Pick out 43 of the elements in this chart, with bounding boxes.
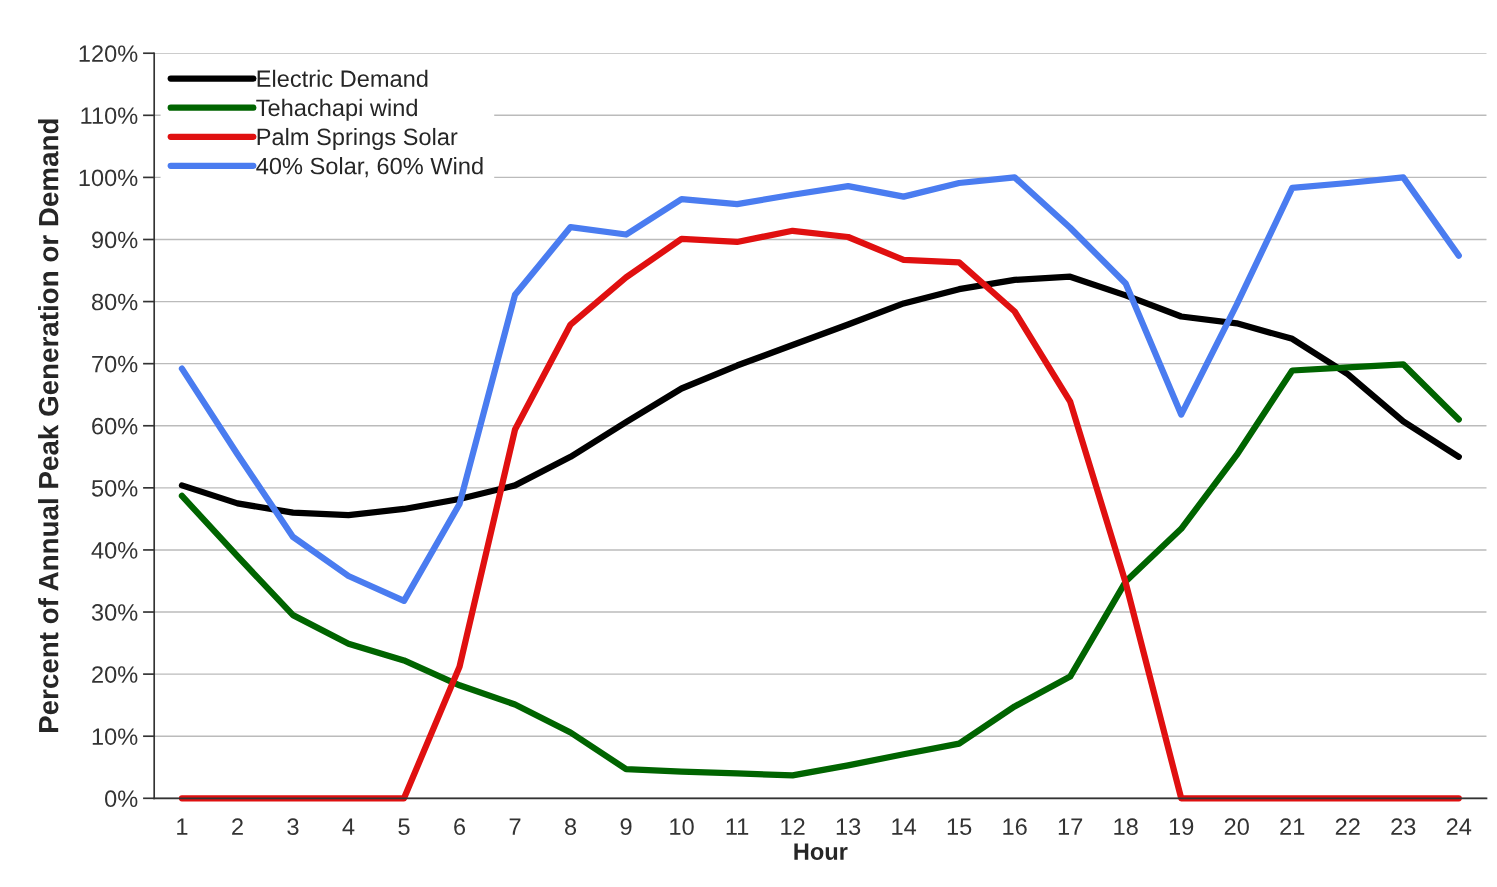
- x-tick-label: 16: [1003, 818, 1027, 836]
- x-tick-label: 22: [1335, 818, 1360, 835]
- legend-label: Electric Demand: [257, 69, 428, 88]
- x-tick-label: 21: [1280, 818, 1305, 835]
- y-tick-label: 20%: [92, 666, 138, 683]
- x-tick-label: 5: [398, 818, 410, 836]
- x-tick-label: 10: [670, 818, 694, 836]
- y-tick-label: 90%: [92, 231, 138, 249]
- x-tick-label: 23: [1391, 818, 1416, 836]
- y-tick-label: 10%: [92, 728, 138, 745]
- x-tick-label: 11: [726, 818, 749, 835]
- x-axis-title: Hour: [794, 843, 848, 860]
- x-tick-label: 15: [947, 818, 972, 836]
- x-tick-label: 13: [836, 818, 861, 836]
- y-tick-label: 100%: [79, 169, 138, 187]
- legend-label: Tehachapi wind: [256, 98, 417, 121]
- x-tick-label: 18: [1114, 818, 1138, 836]
- x-tick-label: 17: [1058, 818, 1083, 835]
- x-tick-label: 8: [565, 818, 577, 836]
- y-tick-label: 50%: [91, 479, 138, 497]
- x-tick-label: 12: [781, 818, 805, 835]
- x-tick-label: 1: [177, 818, 188, 835]
- x-tick-label: 9: [620, 818, 632, 836]
- legend-label: Palm Springs Solar: [257, 127, 458, 150]
- y-tick-label: 30%: [91, 604, 138, 621]
- x-tick-label: 20: [1224, 818, 1249, 836]
- x-tick-label: 7: [509, 818, 521, 835]
- x-tick-label: 3: [287, 818, 299, 836]
- x-tick-label: 4: [342, 818, 355, 835]
- y-axis-title: Percent of Annual Peak Generation or Demand: [38, 119, 59, 733]
- legend-label: 40% Solar, 60% Wind: [256, 157, 483, 178]
- y-tick-label: 80%: [91, 293, 138, 311]
- x-tick-label: 2: [232, 818, 243, 835]
- x-tick-label: 14: [892, 818, 917, 835]
- y-tick-label: 110%: [81, 107, 138, 125]
- y-tick-label: 120%: [79, 45, 138, 63]
- x-tick-label: 19: [1169, 818, 1194, 836]
- y-tick-label: 0%: [105, 790, 138, 808]
- y-tick-label: 40%: [91, 542, 138, 559]
- y-tick-label: 70%: [92, 355, 138, 373]
- x-tick-label: 24: [1446, 818, 1472, 835]
- y-tick-label: 60%: [92, 417, 138, 435]
- x-tick-label: 6: [454, 818, 466, 836]
